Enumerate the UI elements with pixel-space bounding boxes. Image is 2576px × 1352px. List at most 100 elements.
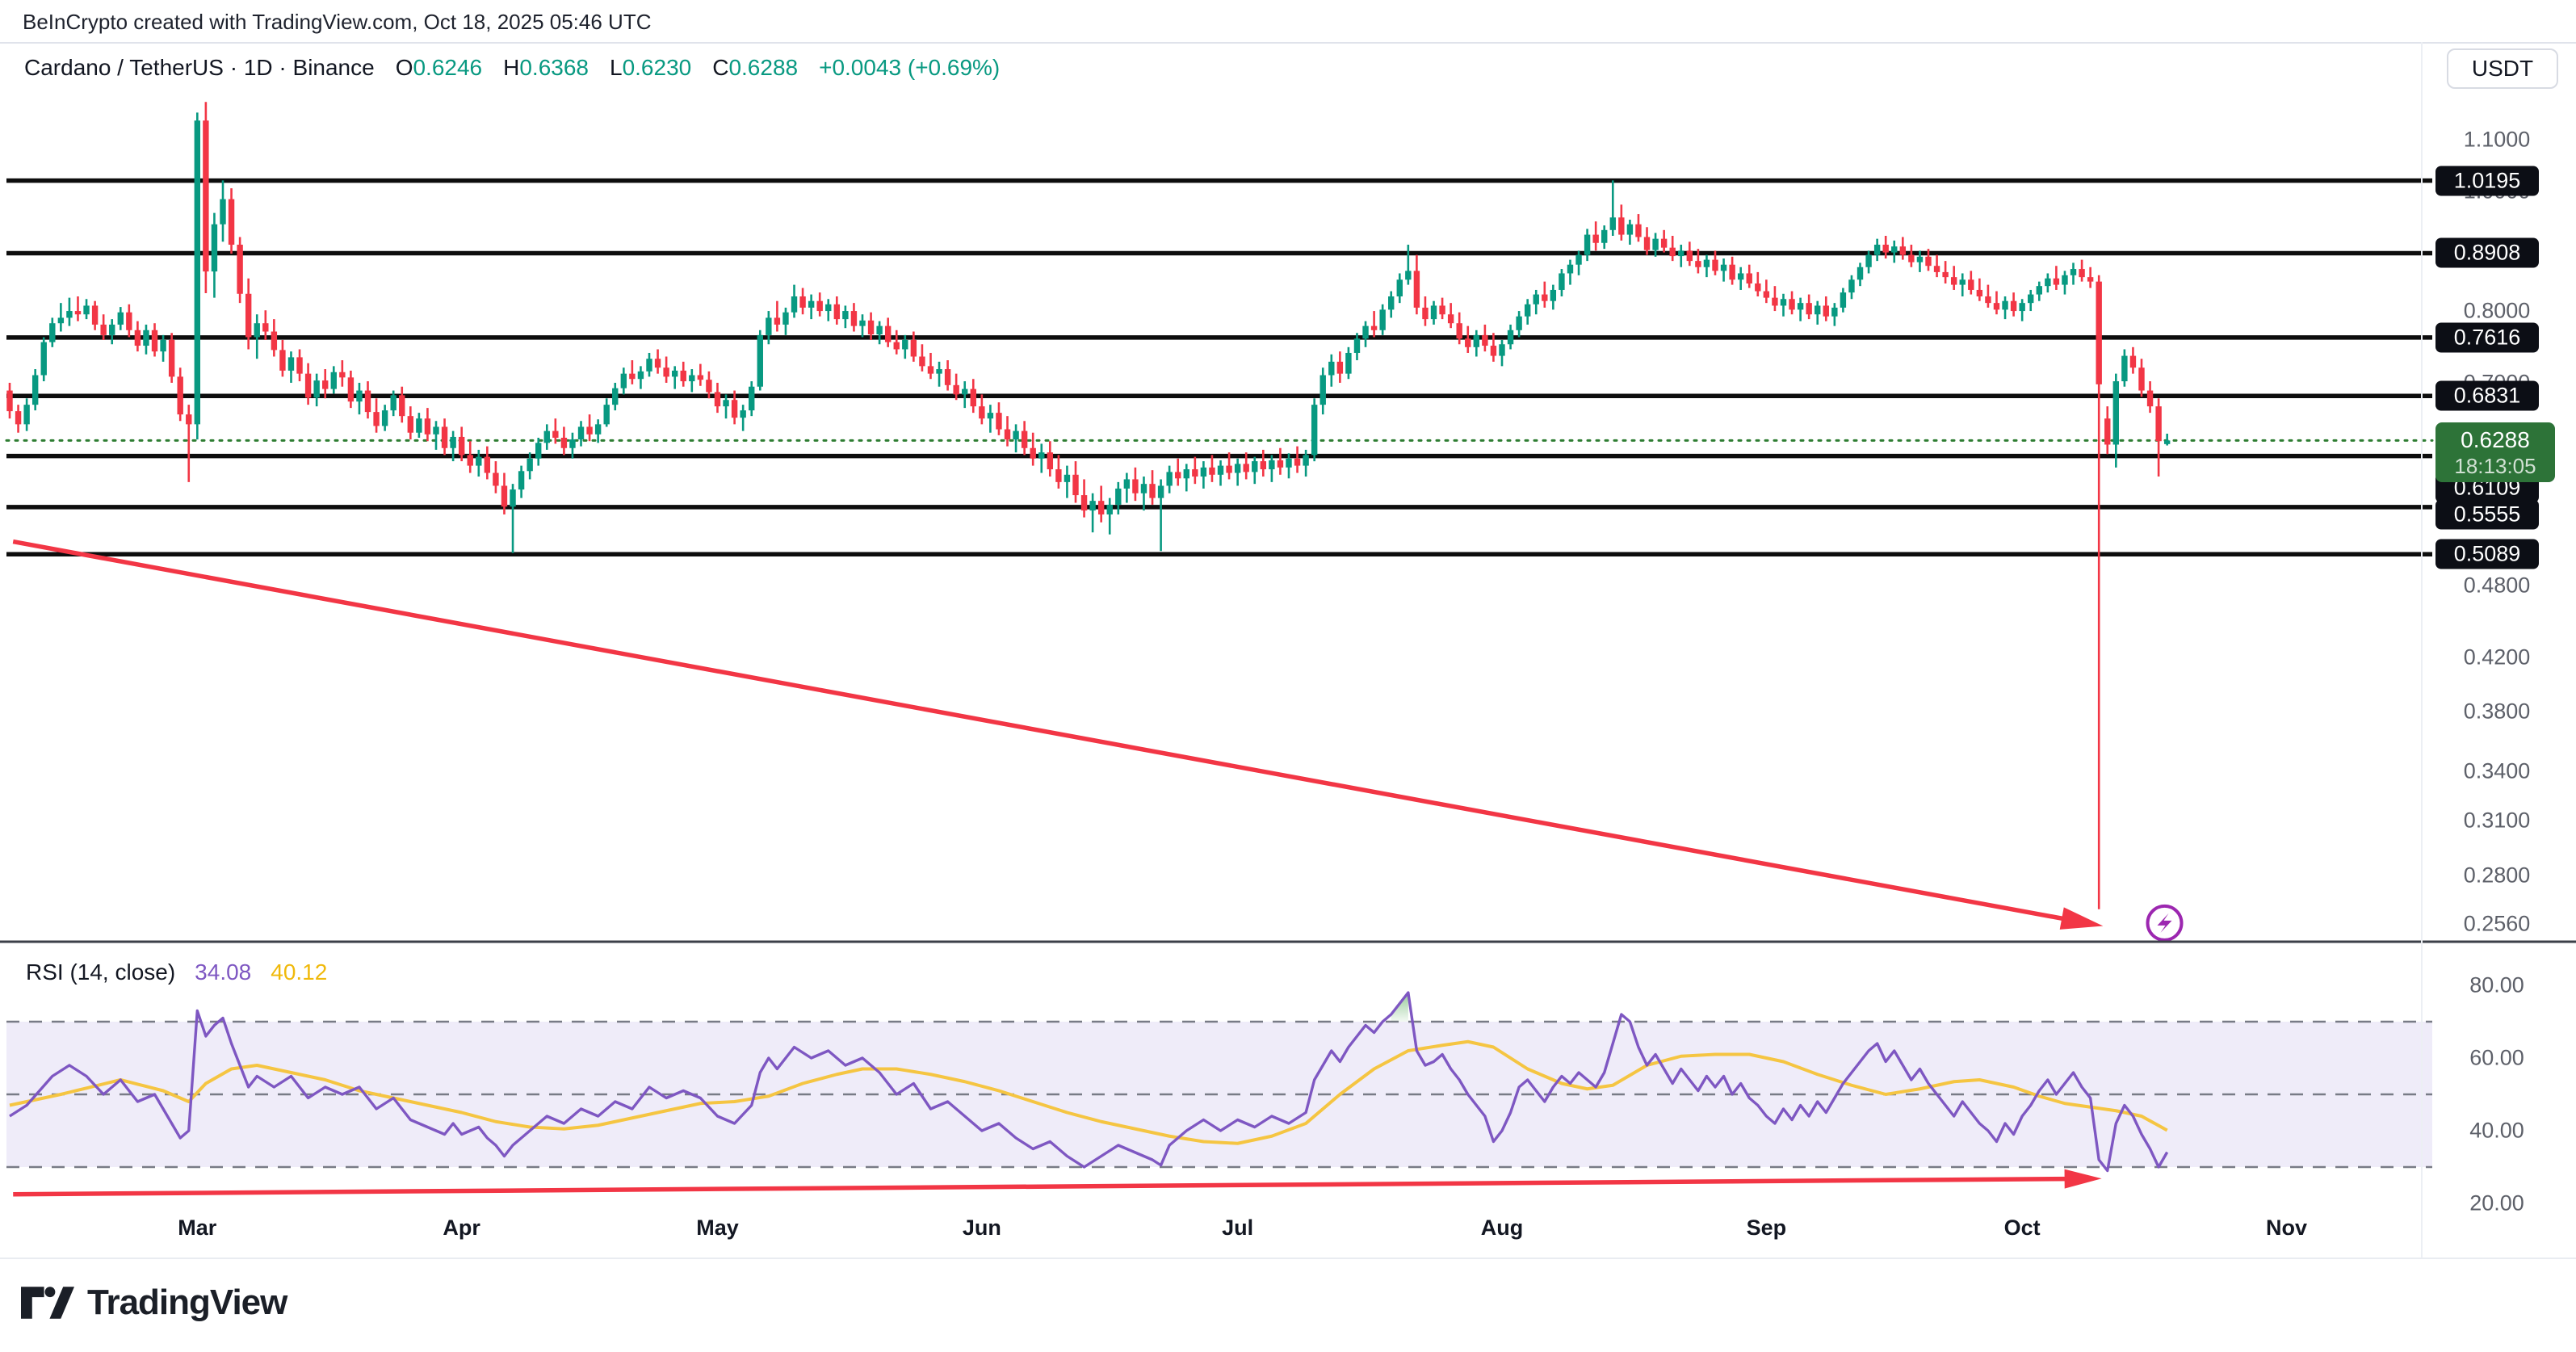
candle-body bbox=[1388, 296, 1395, 310]
candle-body bbox=[1524, 304, 1531, 317]
candle-body bbox=[330, 372, 337, 389]
candle-body bbox=[1780, 299, 1787, 306]
candle-body bbox=[1311, 405, 1318, 456]
symbol-title[interactable]: Cardano / TetherUS · 1D · Binance bbox=[24, 55, 375, 80]
candle-body bbox=[1123, 479, 1131, 489]
candle-body bbox=[987, 413, 994, 419]
candle-body bbox=[1755, 283, 1761, 292]
candle-body bbox=[1140, 484, 1147, 493]
candle-body bbox=[543, 430, 550, 443]
rsi-arrow-head[interactable] bbox=[2064, 1169, 2102, 1189]
price-axis-label: 0.2560 bbox=[2463, 911, 2531, 936]
candle-body bbox=[697, 375, 704, 380]
candle-body bbox=[271, 331, 278, 351]
candle-body bbox=[2010, 300, 2017, 312]
candle-body bbox=[373, 412, 380, 426]
candle-body bbox=[1746, 273, 1752, 283]
rsi-legend[interactable]: RSI (14, close) 34.08 40.12 bbox=[26, 959, 327, 985]
ohlc-close: C0.6288 bbox=[712, 55, 799, 80]
candle-body bbox=[1729, 264, 1735, 280]
candle-body bbox=[714, 392, 721, 407]
candle-body bbox=[2019, 303, 2025, 312]
candle-body bbox=[1217, 465, 1224, 475]
candle-body bbox=[680, 370, 686, 382]
candle-body bbox=[2104, 418, 2111, 445]
candle-body bbox=[1353, 338, 1361, 353]
lightning-marker-circle[interactable] bbox=[2146, 904, 2184, 942]
currency-toggle-button[interactable]: USDT bbox=[2447, 48, 2558, 89]
candle-body bbox=[1175, 472, 1181, 479]
candle-body bbox=[279, 350, 286, 371]
candle-body bbox=[1669, 247, 1676, 257]
candle-body bbox=[1252, 461, 1258, 472]
candle-body bbox=[1542, 294, 1548, 301]
rsi-ma-value: 40.12 bbox=[271, 959, 328, 985]
symbol-legend[interactable]: Cardano / TetherUS · 1D · Binance O0.624… bbox=[24, 55, 1000, 81]
candle-body bbox=[1925, 256, 1932, 267]
price-axis-label: 0.3400 bbox=[2463, 758, 2531, 783]
candle-body bbox=[936, 369, 942, 374]
candle-body bbox=[2036, 286, 2042, 295]
candle-body bbox=[57, 317, 65, 324]
candle-body bbox=[970, 388, 976, 407]
candle-body bbox=[749, 386, 755, 411]
tradingview-logo[interactable]: TradingView bbox=[21, 1283, 287, 1323]
candle-body bbox=[1815, 305, 1821, 315]
candle-body bbox=[390, 395, 396, 411]
candle-body bbox=[859, 320, 866, 326]
candle-body bbox=[1422, 307, 1429, 320]
candle-body bbox=[1985, 296, 1991, 304]
candle-body bbox=[1226, 465, 1232, 473]
candle-body bbox=[160, 339, 166, 352]
candle-body bbox=[1695, 261, 1701, 267]
candle-body bbox=[203, 120, 209, 272]
candle-body bbox=[577, 426, 585, 440]
candle-body bbox=[1720, 264, 1727, 271]
candle-body bbox=[1891, 246, 1898, 253]
candle-body bbox=[740, 410, 746, 418]
candle-body bbox=[1873, 244, 1881, 255]
candle-body bbox=[1823, 305, 1829, 317]
price-level-badge: 0.8908 bbox=[2435, 237, 2539, 268]
candle-body bbox=[1055, 469, 1062, 482]
price-axis-label: 0.4200 bbox=[2463, 645, 2531, 670]
candle-body bbox=[228, 199, 235, 245]
price-level-badge: 0.7616 bbox=[2435, 322, 2539, 353]
candle-body bbox=[1080, 495, 1088, 511]
candle-body bbox=[186, 414, 192, 425]
candle-body bbox=[1959, 279, 1966, 285]
candle-body bbox=[1507, 330, 1514, 345]
candle-body bbox=[535, 443, 542, 459]
trendline-drawing[interactable] bbox=[12, 539, 2085, 925]
candle-body bbox=[637, 371, 644, 380]
candle-body bbox=[1405, 271, 1412, 280]
tradingview-logo-text: TradingView bbox=[87, 1283, 287, 1322]
candle-body bbox=[731, 400, 738, 418]
trendline-arrowhead[interactable] bbox=[2059, 907, 2104, 930]
candle-body bbox=[1097, 501, 1105, 514]
candle-body bbox=[979, 406, 985, 419]
candle-body bbox=[1899, 246, 1907, 255]
candle-body bbox=[1269, 460, 1275, 470]
candle-body bbox=[254, 323, 260, 338]
candle-body bbox=[1516, 316, 1522, 330]
candle-body bbox=[1234, 464, 1241, 473]
candle-body bbox=[1328, 361, 1335, 376]
candle-body bbox=[552, 430, 559, 439]
candle-body bbox=[1345, 352, 1352, 374]
candle-body bbox=[1319, 375, 1326, 405]
candle-body bbox=[296, 357, 303, 374]
candle-body bbox=[109, 324, 115, 335]
candle-body bbox=[1550, 289, 1557, 301]
month-label-nov: Nov bbox=[2266, 1216, 2308, 1240]
rsi-arrow-line[interactable] bbox=[13, 1176, 2086, 1197]
candle-body bbox=[262, 323, 269, 332]
candle-body bbox=[1106, 504, 1113, 514]
candle-body bbox=[1609, 217, 1616, 230]
candle-body bbox=[1192, 469, 1198, 477]
candle-body bbox=[1303, 455, 1309, 466]
candle-body bbox=[510, 489, 516, 507]
candle-body bbox=[23, 405, 30, 425]
candle-body bbox=[450, 436, 456, 448]
